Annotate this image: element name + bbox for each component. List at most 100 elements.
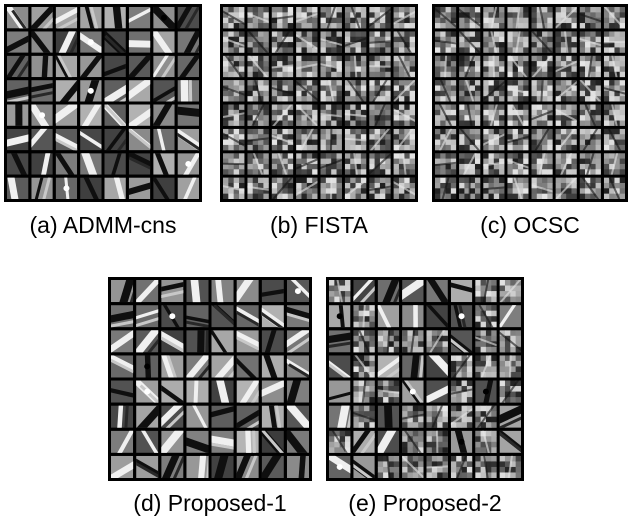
filter-patch <box>161 280 184 303</box>
filter-patch <box>247 55 269 78</box>
filter-patch <box>329 305 351 328</box>
filter-patch <box>450 455 473 478</box>
filter-patch <box>483 80 505 102</box>
filter-patch <box>128 7 151 29</box>
filter-patch <box>475 405 497 428</box>
filter-patch <box>393 177 415 199</box>
filter-patch <box>555 153 577 175</box>
filter-patch <box>153 177 175 199</box>
filter-patch <box>136 355 159 378</box>
filter-patch <box>377 405 400 428</box>
filter-patch <box>579 177 601 199</box>
filter-patch <box>161 305 184 328</box>
filter-patch <box>136 455 159 478</box>
filter-patch <box>104 31 126 53</box>
filter-patch <box>320 104 342 126</box>
filter-patch <box>7 177 29 199</box>
filter-patch <box>393 128 415 151</box>
filter-patch <box>153 80 175 102</box>
filter-patch <box>459 31 481 53</box>
filter-patch <box>128 177 151 199</box>
filter-patch <box>531 104 553 126</box>
filter-patch <box>426 430 448 453</box>
filter-patch <box>31 7 53 29</box>
filter-patch <box>7 31 29 53</box>
filter-patch <box>426 355 448 378</box>
filter-patch <box>475 305 497 328</box>
filter-patch <box>531 31 553 53</box>
filter-patch <box>393 80 415 102</box>
filter-patch <box>555 177 577 199</box>
filter-patch <box>31 55 53 78</box>
filter-patch <box>377 305 400 328</box>
filter-patch <box>161 330 184 353</box>
filter-patch <box>31 104 53 126</box>
filter-patch <box>296 177 318 199</box>
filter-patch <box>128 31 151 53</box>
filter-patch <box>153 31 175 53</box>
filter-patch <box>426 405 448 428</box>
filter-patch <box>603 55 625 78</box>
filter-patch <box>435 31 457 53</box>
filter-patch <box>320 31 342 53</box>
filter-patch <box>426 330 448 353</box>
filter-patch <box>7 128 29 151</box>
filter-patch <box>55 55 78 78</box>
filter-patch <box>450 380 473 403</box>
filter-patch <box>475 455 497 478</box>
filter-patch <box>435 177 457 199</box>
filter-patch <box>296 80 318 102</box>
filter-patch <box>377 380 400 403</box>
filter-patch <box>579 153 601 175</box>
filter-patch <box>344 7 367 29</box>
filter-patch <box>377 330 400 353</box>
filter-patch <box>271 153 294 175</box>
filter-patch <box>483 177 505 199</box>
filter-patch <box>320 128 342 151</box>
filter-patch <box>459 104 481 126</box>
filter-patch <box>104 104 126 126</box>
filter-patch <box>499 405 521 428</box>
filter-patch <box>377 280 400 303</box>
filter-patch <box>499 455 521 478</box>
filter-patch <box>236 430 259 453</box>
filter-patch <box>211 305 234 328</box>
filter-patch <box>459 177 481 199</box>
filter-patch <box>344 177 367 199</box>
filter-patch <box>261 330 284 353</box>
caption-ocsc: (c) OCSC <box>480 212 580 238</box>
filter-patch <box>555 31 577 53</box>
filter-patch <box>435 7 457 29</box>
filter-patch <box>507 104 529 126</box>
filter-patch <box>499 380 521 403</box>
filter-patch <box>236 305 259 328</box>
filter-patch <box>211 280 234 303</box>
filter-patch <box>579 104 601 126</box>
filter-grid-svg <box>220 4 418 202</box>
filter-patch <box>435 55 457 78</box>
filter-patch <box>261 355 284 378</box>
filter-patch <box>459 7 481 29</box>
filter-patch <box>483 7 505 29</box>
filter-patch <box>186 405 209 428</box>
filter-patch <box>186 355 209 378</box>
filter-patch <box>31 128 53 151</box>
filter-patch <box>128 104 151 126</box>
filter-patch <box>104 55 126 78</box>
filter-patch <box>177 55 199 78</box>
filter-patch <box>153 104 175 126</box>
filter-patch <box>393 153 415 175</box>
filter-patch <box>320 7 342 29</box>
filter-patch <box>111 305 134 328</box>
filter-patch <box>271 31 294 53</box>
filter-patch <box>483 104 505 126</box>
filter-patch <box>211 330 234 353</box>
filter-patch <box>344 104 367 126</box>
filter-patch <box>261 405 284 428</box>
filter-patch <box>111 330 134 353</box>
filter-patch <box>7 7 29 29</box>
caption-admm-cns: (a) ADMM-cns <box>29 212 177 238</box>
filter-patch <box>344 128 367 151</box>
filter-patch <box>475 280 497 303</box>
filter-patch <box>353 405 375 428</box>
